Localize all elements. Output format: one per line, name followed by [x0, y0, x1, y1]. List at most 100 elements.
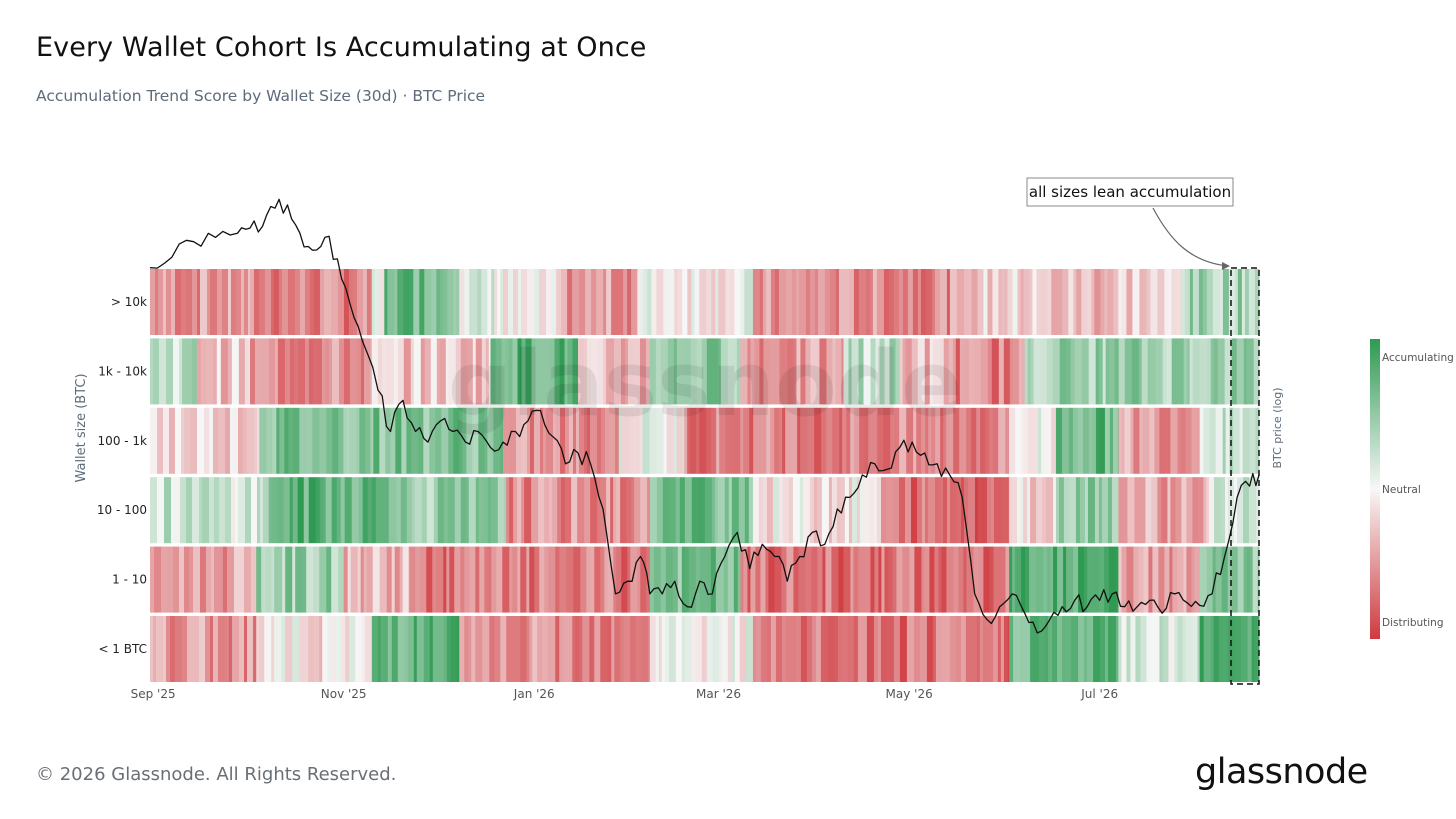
- heatmap-cell: [532, 616, 538, 682]
- heatmap-cell: [379, 546, 388, 613]
- heatmap-cell: [326, 546, 332, 613]
- heatmap-cell: [369, 269, 373, 335]
- heatmap-cell: [976, 407, 981, 474]
- heatmap-cell: [244, 616, 248, 682]
- heatmap-cell: [343, 546, 349, 613]
- heatmap-cell: [1034, 616, 1040, 682]
- heatmap-cell: [961, 477, 965, 544]
- heatmap-cell: [414, 477, 423, 544]
- heatmap-cell: [503, 269, 509, 335]
- heatmap-cell: [284, 338, 291, 405]
- heatmap-cell: [315, 477, 321, 544]
- heatmap-cell: [484, 546, 488, 613]
- heatmap-cell: [675, 477, 681, 544]
- heatmap-cell: [802, 477, 811, 544]
- heatmap-cell: [1184, 269, 1191, 335]
- heatmap-cell: [1141, 338, 1149, 405]
- heatmap-cell: [494, 616, 501, 682]
- heatmap-cell: [456, 616, 460, 682]
- heatmap-cell: [843, 338, 849, 405]
- heatmap-cell: [264, 616, 272, 682]
- heatmap-cell: [521, 338, 526, 405]
- heatmap-cell: [150, 546, 155, 613]
- heatmap-cell: [443, 269, 448, 335]
- heatmap-cell: [788, 616, 797, 682]
- heatmap-cell: [1071, 616, 1079, 682]
- heatmap-cell: [567, 338, 573, 405]
- heatmap-cell: [657, 546, 662, 613]
- heatmap-cell: [865, 269, 871, 335]
- heatmap-cell: [397, 269, 404, 335]
- heatmap-cell: [213, 407, 219, 474]
- heatmap-cell: [826, 407, 833, 474]
- heatmap-cell: [459, 407, 463, 474]
- heatmap-cell: [1057, 616, 1063, 682]
- heatmap-cell: [340, 477, 346, 544]
- heatmap-cell: [631, 477, 635, 544]
- heatmap-cell: [381, 338, 388, 405]
- heatmap-cell: [1100, 616, 1106, 682]
- heatmap-cell: [617, 269, 624, 335]
- heatmap-cell: [227, 338, 233, 405]
- heatmap-cell: [432, 616, 439, 682]
- heatmap-cell: [679, 477, 686, 544]
- heatmap-cell: [864, 546, 871, 613]
- heatmap-cell: [1112, 407, 1119, 474]
- heatmap-cell: [534, 407, 541, 474]
- heatmap-cell: [877, 616, 882, 682]
- heatmap-cell: [213, 616, 219, 682]
- heatmap-cell: [331, 546, 339, 613]
- heatmap-cell: [667, 269, 675, 335]
- heatmap-cell: [1118, 546, 1122, 613]
- heatmap-cell: [160, 616, 164, 682]
- heatmap-cell: [1251, 616, 1256, 682]
- heatmap-cell: [1231, 546, 1239, 613]
- y-axis-label: Wallet size (BTC): [74, 373, 89, 482]
- heatmap-cell: [781, 616, 787, 682]
- heatmap-cell: [858, 546, 865, 613]
- heatmap-cell: [372, 546, 381, 613]
- heatmap-cell: [660, 546, 667, 613]
- x-tick-label: Sep '25: [131, 687, 176, 701]
- heatmap-cell: [150, 338, 154, 405]
- heatmap-cell: [1234, 269, 1239, 335]
- heatmap-cell: [666, 407, 674, 474]
- heatmap-cell: [634, 477, 641, 544]
- heatmap-cell: [332, 616, 336, 682]
- heatmap-cell: [556, 269, 562, 335]
- heatmap-cell: [525, 338, 532, 405]
- heatmap-cell: [520, 546, 527, 613]
- heatmap-cell: [955, 338, 961, 405]
- heatmap-cell: [302, 546, 307, 613]
- heatmap-cell: [408, 546, 410, 613]
- heatmap-cell: [957, 477, 962, 544]
- heatmap-cell: [1027, 338, 1032, 405]
- heatmap-cell: [197, 407, 205, 474]
- heatmap-cell: [946, 407, 954, 474]
- heatmap-cell: [760, 407, 767, 474]
- heatmap-cell: [1180, 407, 1186, 474]
- heatmap-cell: [572, 616, 576, 682]
- heatmap-cell: [848, 269, 855, 335]
- annotation-arrowhead: [1222, 262, 1230, 270]
- heatmap-cell: [406, 407, 412, 474]
- heatmap-cell: [750, 338, 755, 405]
- heatmap-cell: [620, 338, 626, 405]
- heatmap-cell: [1017, 477, 1021, 544]
- heatmap-cell: [419, 269, 425, 335]
- heatmap-cell: [584, 477, 591, 544]
- heatmap-cell: [623, 269, 628, 335]
- heatmap-cell: [526, 546, 530, 613]
- heatmap-cell: [682, 407, 685, 474]
- heatmap-cell: [1209, 477, 1215, 544]
- heatmap-cell: [529, 546, 535, 613]
- heatmap-cell: [1057, 546, 1064, 613]
- heatmap-cell: [384, 616, 389, 682]
- heatmap-cell: [257, 407, 260, 474]
- heatmap-cell: [471, 616, 476, 682]
- heatmap-cell: [356, 338, 362, 405]
- heatmap-cell: [1140, 477, 1146, 544]
- legend-colorbar: [1370, 339, 1380, 639]
- heatmap-cell: [426, 546, 433, 613]
- heatmap-cell: [774, 546, 782, 613]
